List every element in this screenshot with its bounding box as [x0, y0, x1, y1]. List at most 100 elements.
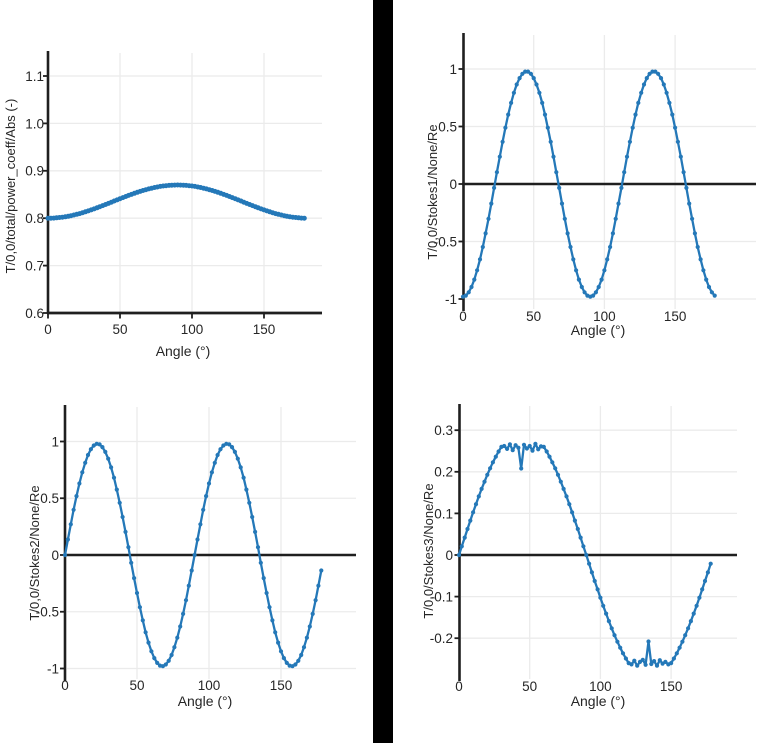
data-point-marker [613, 216, 618, 221]
data-point-marker [476, 494, 481, 499]
data-point-marker [471, 510, 476, 515]
data-point-marker [490, 460, 495, 465]
data-point-marker [310, 611, 315, 617]
data-point-marker [206, 481, 212, 486]
data-point-marker [527, 443, 532, 449]
data-point-marker [576, 277, 582, 282]
data-point-marker [530, 448, 535, 453]
data-point-marker [517, 76, 522, 81]
data-point-marker [209, 470, 214, 475]
data-point-marker [120, 514, 125, 520]
data-point-marker [663, 659, 668, 665]
data-point-marker [555, 472, 561, 477]
data-point-marker [278, 649, 284, 654]
data-point-marker [649, 661, 654, 667]
data-point-marker [516, 445, 521, 450]
data-point-marker [301, 215, 307, 221]
data-point-marker [683, 633, 688, 638]
data-point-marker [152, 656, 157, 661]
data-point-marker [688, 619, 694, 624]
data-point-marker [497, 154, 502, 159]
data-point-marker [582, 290, 587, 295]
data-point-marker [140, 618, 145, 623]
y-tick-label: 0 [51, 548, 59, 563]
data-point-marker [519, 466, 524, 471]
data-point-marker [533, 441, 538, 446]
data-point-marker [593, 290, 599, 295]
data-point-marker [550, 460, 555, 465]
y-tick-label: 0.6 [25, 306, 44, 321]
data-point-marker [169, 652, 174, 658]
y-tick-label: 0.5 [40, 491, 59, 506]
data-point-marker [126, 545, 131, 550]
y-axis-label: T/0,0/Stokes1/None/Re [425, 124, 440, 259]
data-point-marker [661, 82, 666, 87]
data-point-marker [673, 125, 678, 130]
data-point-marker [670, 112, 675, 117]
data-point-marker [575, 526, 580, 532]
data-point-marker [304, 635, 309, 640]
y-tick-label: 0.5 [438, 119, 457, 134]
data-point-marker [691, 611, 696, 616]
data-point-marker [201, 507, 206, 512]
data-point-marker [172, 645, 177, 650]
data-point-marker [615, 639, 620, 644]
data-point-marker [83, 460, 88, 465]
data-point-marker [618, 645, 623, 650]
data-point-marker [601, 603, 606, 608]
y-tick-label: -0.2 [430, 631, 453, 646]
chart-stokes1: -1 -0.5 0 0.5 1 0 50 100 150 Angle (°) T/0,0/Stoke… [425, 33, 756, 338]
data-point-marker [534, 82, 539, 87]
data-point-marker [212, 460, 217, 465]
data-point-marker [195, 537, 200, 542]
data-point-marker [459, 544, 464, 549]
data-point-marker [192, 552, 197, 558]
data-point-marker [250, 514, 255, 520]
data-point-marker [502, 443, 507, 449]
data-point-marker [551, 154, 556, 159]
data-point-marker [548, 139, 553, 144]
y-tick-label: 0.1 [434, 506, 453, 521]
chart-stokes3: -0.2 -0.1 0 0.1 0.2 0.3 0 50 100 150 Angle (°) T/0,… [421, 404, 737, 709]
data-point-marker [492, 185, 497, 190]
data-point-marker [565, 231, 570, 236]
data-point-marker [680, 639, 685, 644]
data-point-marker [627, 139, 633, 144]
y-tick-label: -0.5 [36, 605, 59, 620]
data-point-marker [316, 583, 321, 588]
data-point-marker [644, 76, 649, 81]
chart-total-power-coeff: 0.6 0.7 0.8 0.9 1.0 1.1 0 50 100 150 Angle (°) T/0,… [3, 51, 322, 359]
data-point-marker [473, 502, 479, 507]
data-point-marker [596, 284, 601, 290]
y-tick-label: -1 [445, 292, 457, 307]
data-point-marker [241, 475, 246, 480]
data-point-marker [643, 662, 648, 667]
data-point-marker [531, 76, 536, 81]
data-point-marker [572, 518, 578, 523]
data-point-marker [204, 494, 209, 499]
data-point-marker [605, 257, 610, 262]
x-tick-label: 150 [664, 309, 687, 324]
data-point-marker [514, 82, 519, 87]
data-point-marker [701, 268, 706, 273]
data-point-marker [485, 472, 490, 477]
data-point-marker [640, 657, 645, 662]
x-tick-label: 100 [181, 322, 204, 337]
data-point-marker [609, 626, 614, 631]
x-tick-label: 150 [660, 679, 683, 694]
data-point-marker [695, 244, 700, 250]
data-point-marker [313, 598, 318, 603]
data-point-marker [657, 658, 662, 663]
y-tick-label: 0 [445, 548, 453, 563]
data-point-marker [629, 662, 634, 667]
data-point-marker [183, 598, 189, 603]
data-point-marker [686, 626, 691, 631]
x-tick-label: 50 [112, 322, 127, 337]
data-point-marker [71, 507, 76, 512]
x-tick-label: 100 [198, 678, 221, 693]
data-point-marker [610, 231, 616, 236]
chart-stokes2: -1 -0.5 0 0.5 1 0 50 100 150 Angle (°) T/0,0/Stoke… [27, 405, 356, 709]
data-point-marker [587, 561, 592, 566]
data-point-marker [281, 656, 286, 661]
